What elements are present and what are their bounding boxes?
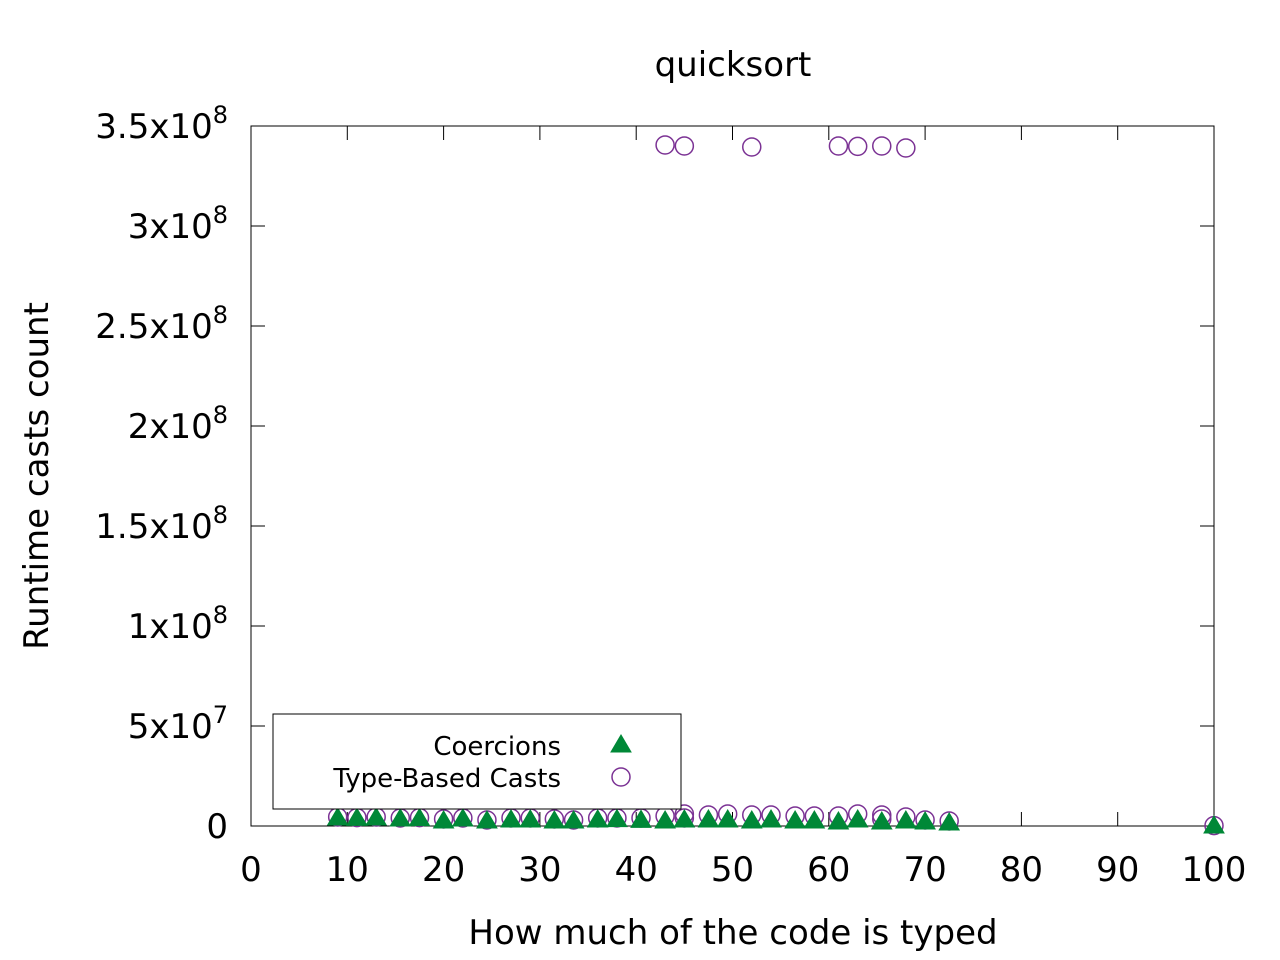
coercions-point	[870, 811, 893, 830]
legend-marker-coercions	[610, 734, 632, 753]
coercions-point	[673, 809, 696, 828]
legend-label-coercions: Coercions	[433, 732, 561, 762]
x-tick-label: 100	[1182, 850, 1247, 890]
legend: Coercions Type-Based Casts	[272, 713, 682, 810]
coercions-point	[451, 808, 474, 827]
coercions-point	[326, 807, 349, 826]
type-based-casts-point	[847, 136, 868, 157]
coercions-point	[784, 810, 806, 829]
coercions-point	[740, 810, 763, 829]
type-based-casts-point	[674, 136, 695, 156]
x-tick-label: 40	[615, 850, 658, 890]
coercions-point	[476, 810, 498, 829]
coercions-point	[408, 807, 431, 827]
coercions-point	[894, 810, 917, 829]
coercions-point	[389, 808, 412, 827]
legend-label-type-based-casts: Type-Based Casts	[332, 764, 561, 794]
coercions-point	[432, 810, 455, 829]
x-tick-label: 70	[903, 850, 946, 890]
y-tick-label: 2.5x108	[95, 301, 228, 347]
coercions-point	[500, 809, 522, 828]
axes: 0 10 20 30 40 50 60 70 80 90 100 0 5x107 1x108 1.5x108…	[95, 101, 1246, 890]
x-tick-label: 10	[326, 850, 369, 890]
type-based-casts-point	[828, 136, 849, 156]
coercions-point	[346, 807, 368, 826]
x-tick-label: 90	[1096, 850, 1139, 890]
x-tick-label: 30	[518, 850, 561, 890]
coercions-point	[760, 809, 782, 828]
coercions-point	[938, 812, 961, 831]
x-tick-label: 20	[422, 850, 465, 890]
coercions-point	[827, 811, 850, 830]
coercions-point	[606, 808, 628, 828]
coercions-point	[630, 809, 652, 828]
coercions-point	[562, 810, 585, 829]
coercions-point	[697, 809, 720, 828]
y-tick-label: 1x108	[128, 601, 228, 647]
x-tick-label: 60	[807, 850, 850, 890]
type-based-casts-point	[655, 135, 675, 155]
y-tick-label: 1.5x108	[95, 501, 228, 547]
y-tick-label: 5x107	[128, 701, 228, 747]
y-tick-label: 3.5x108	[95, 101, 228, 147]
x-tick-label: 0	[240, 850, 262, 890]
x-axis-label: How much of the code is typed	[468, 913, 997, 953]
type-based-casts-point	[742, 137, 762, 157]
coercions-point	[543, 810, 566, 829]
x-tick-label: 50	[711, 850, 754, 890]
legend-marker-type-based-casts	[611, 767, 631, 787]
coercions-point	[846, 809, 869, 828]
coercions-point	[1203, 815, 1225, 834]
type-based-casts-point	[896, 138, 916, 158]
y-tick-label: 0	[206, 807, 228, 847]
y-tick-label: 2x108	[128, 401, 228, 447]
type-based-casts-point	[872, 136, 892, 156]
coercions-point	[519, 809, 542, 828]
legend-box	[272, 713, 682, 810]
coercions-point	[914, 811, 936, 830]
data-points	[326, 135, 1225, 836]
y-axis-label: Runtime casts count	[17, 302, 57, 650]
coercions-point	[586, 809, 609, 828]
coercions-point	[654, 810, 676, 829]
x-tick-label: 80	[1000, 850, 1043, 890]
chart-title: quicksort	[655, 45, 812, 85]
coercions-point	[365, 807, 388, 826]
y-tick-label: 3x108	[128, 201, 228, 247]
coercions-point	[803, 810, 826, 829]
coercions-point	[716, 809, 739, 828]
